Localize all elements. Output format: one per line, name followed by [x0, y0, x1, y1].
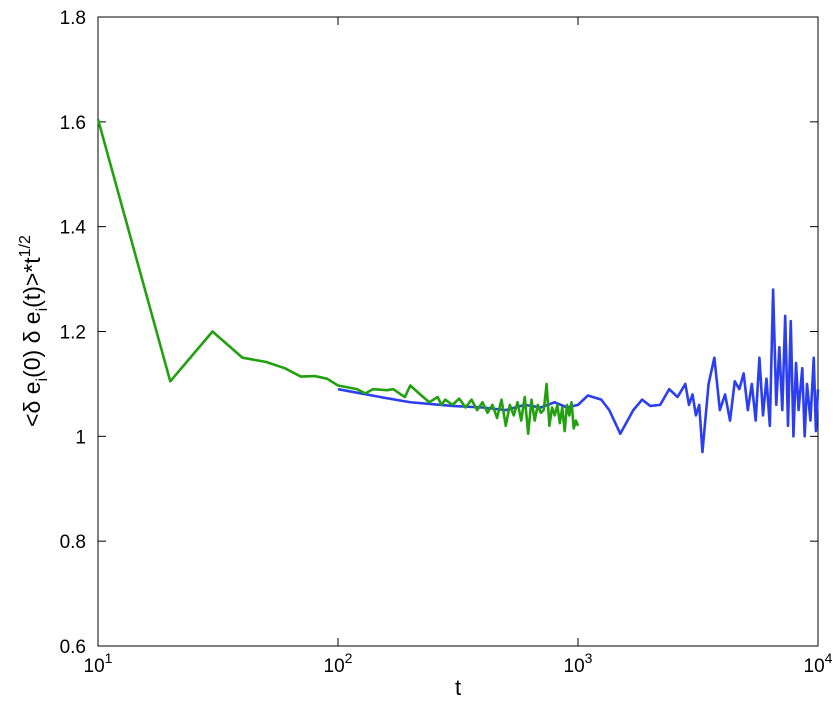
x-tick-exponent: 3 — [585, 650, 593, 666]
y-tick-label: 0.8 — [60, 532, 86, 553]
y-tick-label: 0.6 — [60, 637, 86, 658]
y-tick-label: 1.6 — [60, 113, 86, 134]
x-tick-label: 104 — [804, 650, 833, 677]
x-tick-label: 102 — [324, 650, 353, 677]
y-axis-label: <δ ei(0) δ ei(t)>*t1/2 — [17, 235, 51, 427]
y-tick-label: 1 — [75, 427, 86, 448]
x-tick-exponent: 1 — [105, 650, 113, 666]
x-tick-exponent: 4 — [825, 650, 833, 666]
plot-frame — [97, 16, 819, 647]
y-tick-label: 1.4 — [60, 218, 87, 239]
series-line — [96, 118, 580, 436]
series-line — [337, 288, 820, 454]
x-tick-base: 10 — [564, 656, 585, 677]
y-axis-label-part: (0) δ e — [19, 311, 45, 377]
y-axis-label-part: <δ e — [19, 381, 45, 426]
y-axis-label-part: i — [34, 378, 51, 382]
x-axis-label: t — [455, 675, 461, 700]
x-tick-base: 10 — [324, 656, 345, 677]
x-tick-base: 10 — [84, 656, 105, 677]
x-tick-label: 103 — [564, 650, 593, 677]
y-tick-label: 1.8 — [60, 8, 86, 29]
x-tick-exponent: 2 — [345, 650, 353, 666]
y-axis-label-part: i — [34, 308, 51, 312]
y-tick-label: 1.2 — [60, 323, 86, 344]
y-axis-label-part: (t)>*t — [19, 257, 45, 308]
x-tick-base: 10 — [804, 656, 825, 677]
y-axis-label-part: 1/2 — [17, 235, 34, 257]
x-tick-label: 101 — [84, 650, 113, 677]
